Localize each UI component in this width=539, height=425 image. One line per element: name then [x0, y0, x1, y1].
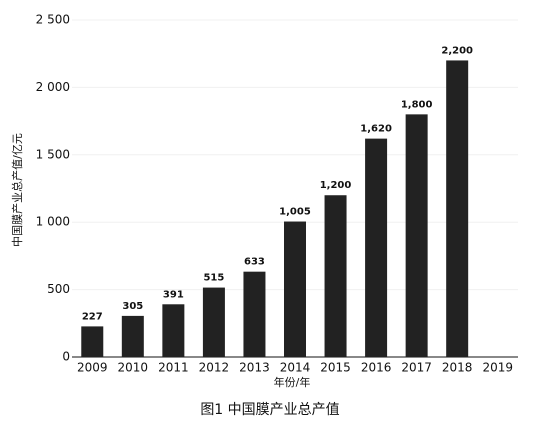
bar [121, 315, 144, 357]
y-tick-label: 2 500 [36, 13, 70, 27]
value-label: 1,800 [401, 99, 433, 110]
bar [365, 138, 388, 357]
x-tick-label: 2018 [442, 361, 473, 375]
bar [446, 60, 469, 357]
value-label: 1,005 [279, 207, 311, 218]
x-tick-label: 2012 [199, 361, 230, 375]
y-tick-label: 1 000 [36, 215, 70, 229]
bar [284, 221, 306, 357]
y-tick-label: 1 500 [36, 147, 70, 161]
y-axis-label: 中国膜产业总产值/亿元 [10, 133, 24, 247]
bar [162, 304, 185, 357]
y-tick-label: 2 000 [36, 80, 70, 94]
x-tick-label: 2016 [361, 361, 392, 375]
x-tick-label: 2014 [280, 361, 311, 375]
bar [81, 326, 104, 357]
bar [405, 114, 428, 357]
value-label: 1,620 [360, 124, 392, 135]
value-label: 515 [203, 273, 224, 284]
y-tick-label: 500 [47, 282, 70, 296]
x-tick-label: 2010 [118, 361, 149, 375]
bar [202, 287, 225, 357]
value-label: 391 [163, 289, 184, 300]
value-label: 633 [244, 257, 265, 268]
value-label: 227 [82, 311, 103, 322]
value-label: 2,200 [441, 45, 473, 56]
value-label: 305 [122, 301, 143, 312]
x-tick-label: 2017 [401, 361, 432, 375]
x-tick-label: 2015 [320, 361, 351, 375]
caption: 图1 中国膜产业总产值 [200, 402, 339, 418]
y-tick-label: 0 [62, 350, 70, 364]
x-tick-label: 2013 [239, 361, 270, 375]
value-label: 1,200 [320, 180, 352, 191]
x-tick-label: 2019 [482, 361, 513, 375]
x-axis-label: 年份/年 [274, 375, 311, 389]
x-tick-label: 2009 [77, 361, 108, 375]
x-tick-label: 2011 [158, 361, 189, 375]
bar [324, 195, 347, 357]
bar [243, 271, 266, 357]
